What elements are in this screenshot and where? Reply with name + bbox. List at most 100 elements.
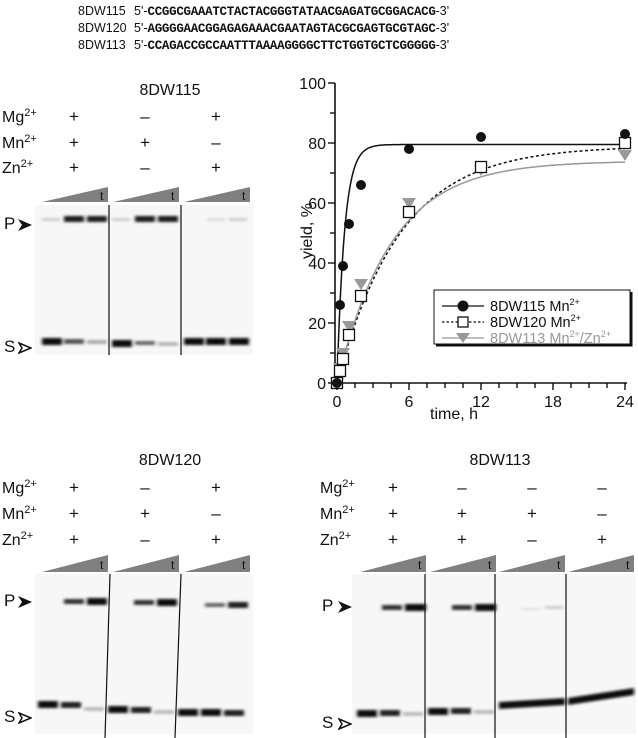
chart-legend	[433, 289, 633, 347]
time-wedge	[184, 187, 250, 202]
sign: –	[211, 504, 221, 523]
ion-label-mg: Mg2+	[2, 478, 37, 497]
sign: +	[388, 530, 398, 549]
sequence-text: CCGGCGAAATCTACTACGGGTATAACGAGATGCGGACACG	[147, 5, 436, 19]
ion-label-mn: Mn2+	[2, 133, 37, 152]
svg-text:24: 24	[616, 394, 634, 411]
sign: +	[527, 504, 537, 523]
gel-title: 8DW120	[138, 452, 202, 469]
three-prime: -3'	[435, 21, 450, 35]
time-wedge	[113, 187, 179, 202]
sign: –	[140, 107, 150, 126]
ion-label-zn: Zn2+	[2, 158, 34, 177]
svg-text:12: 12	[472, 394, 490, 411]
sign: +	[388, 478, 398, 497]
sign: –	[597, 478, 607, 497]
ion-label-zn: Zn2+	[2, 530, 34, 549]
sequence-row: 8DW120 5'-AGGGGAACGGAGAGAAACGAATAGTACGCGA…	[78, 20, 449, 37]
sign: +	[211, 158, 221, 177]
substrate-arrow-icon	[18, 712, 32, 724]
sign: –	[140, 530, 150, 549]
substrate-label: S	[4, 337, 16, 356]
gel-image: t t t	[35, 187, 253, 355]
svg-text:100: 100	[299, 76, 326, 93]
ion-label-mg: Mg2+	[2, 107, 37, 126]
ion-label-mn: Mn2+	[2, 504, 37, 523]
sign: +	[69, 478, 79, 497]
gel-title: 8DW115	[139, 82, 201, 99]
substrate-arrow-icon	[338, 718, 352, 730]
legend-item-8dw113: 8DW113 Mn2+/Zn2+	[490, 329, 611, 347]
sign: +	[69, 530, 79, 549]
sign: +	[140, 133, 150, 152]
gel-image: t t t t	[352, 555, 636, 738]
three-prime: -3'	[435, 4, 450, 18]
time-wedge	[42, 187, 108, 202]
sign: –	[457, 478, 467, 497]
sign: –	[140, 478, 150, 497]
svg-text:40: 40	[308, 256, 326, 273]
sign: +	[211, 107, 221, 126]
five-prime: 5'-	[134, 38, 148, 52]
three-prime: -3'	[435, 38, 450, 52]
product-arrow-icon	[338, 601, 352, 613]
gel-title: 8DW113	[469, 452, 531, 469]
sign: +	[140, 504, 150, 523]
sequence-name: 8DW115	[78, 4, 126, 18]
sign: +	[69, 107, 79, 126]
svg-text:0: 0	[317, 376, 326, 393]
sequence-text: AGGGGAACGGAGAGAAACGAATAGTACGCGAGTGCGTAGC	[147, 22, 436, 36]
sign: +	[597, 530, 607, 549]
svg-text:60: 60	[308, 196, 326, 213]
sequence-name: 8DW113	[78, 38, 126, 52]
svg-text:t: t	[557, 558, 561, 572]
sign: –	[527, 478, 537, 497]
product-arrow-icon	[18, 596, 32, 608]
sign: +	[457, 504, 467, 523]
sign: –	[527, 530, 537, 549]
ion-label-mn: Mn2+	[320, 504, 355, 523]
svg-text:t: t	[100, 558, 104, 572]
svg-text:6: 6	[405, 394, 414, 411]
svg-text:t: t	[488, 558, 492, 572]
product-arrow-icon	[18, 219, 32, 231]
svg-text:t: t	[100, 189, 104, 203]
ion-label-zn: Zn2+	[320, 530, 352, 549]
substrate-label: S	[322, 713, 334, 732]
svg-text:80: 80	[308, 136, 326, 153]
sign: +	[211, 530, 221, 549]
sign: +	[69, 158, 79, 177]
product-label: P	[4, 214, 16, 233]
sign: –	[140, 158, 150, 177]
sequence-text: CCAGACCGCCAATTTAAAAGGGGCTTCTGGTGCTCGGGGG	[147, 39, 436, 53]
svg-text:t: t	[171, 189, 175, 203]
svg-text:t: t	[626, 558, 630, 572]
five-prime: 5'-	[134, 21, 148, 35]
sequence-row: 8DW115 5'-CCGGCGAAATCTACTACGGGTATAACGAGAT…	[78, 3, 449, 20]
gel-image: t t t	[35, 555, 253, 738]
ion-label-mg: Mg2+	[320, 478, 355, 497]
sign: +	[388, 504, 398, 523]
svg-text:t: t	[171, 558, 175, 572]
svg-text:18: 18	[544, 394, 562, 411]
product-label: P	[322, 596, 334, 615]
sign: +	[69, 133, 79, 152]
product-label: P	[4, 591, 16, 610]
svg-text:t: t	[242, 558, 246, 572]
five-prime: 5'-	[134, 4, 148, 18]
sign: +	[69, 504, 79, 523]
yield-chart: 0 20 40 60 80 100 0 6 12 18 24	[299, 76, 634, 411]
sign: –	[597, 504, 607, 523]
sequence-row: 8DW113 5'-CCAGACCGCCAATTTAAAAGGGGCTTCTGGT…	[78, 37, 449, 54]
substrate-arrow-icon	[18, 342, 32, 354]
svg-text:0: 0	[333, 394, 342, 411]
sign: +	[457, 530, 467, 549]
x-axis-label: time, h	[430, 406, 479, 423]
svg-text:t: t	[242, 189, 246, 203]
sign: +	[211, 478, 221, 497]
legend-item-8dw120: 8DW120 Mn2+	[490, 313, 581, 331]
substrate-label: S	[4, 707, 16, 726]
sequence-name: 8DW120	[78, 21, 127, 35]
y-axis-label: yield, %	[299, 202, 316, 260]
legend-item-8dw115: 8DW115 Mn2+	[490, 297, 580, 315]
